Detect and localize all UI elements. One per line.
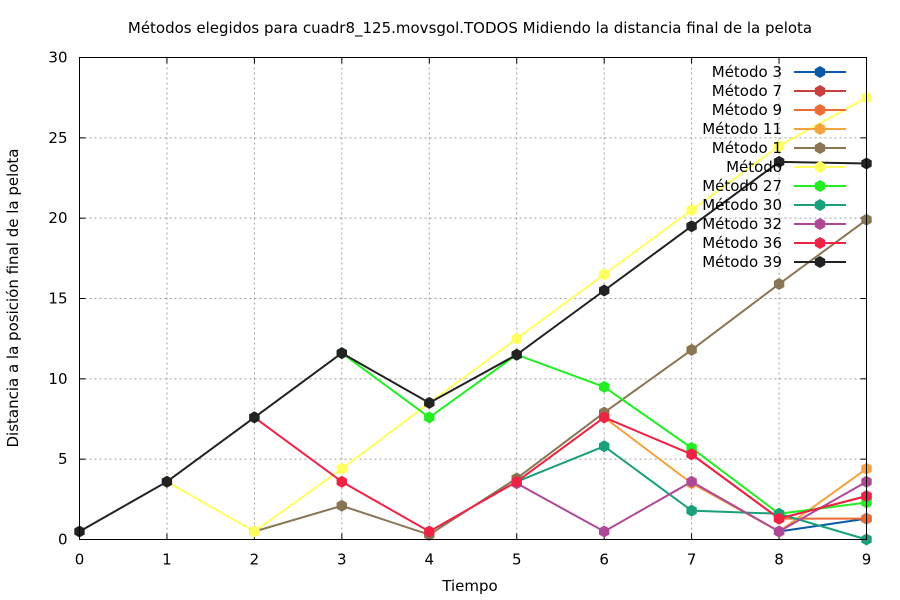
legend-marker-swatch [814, 104, 826, 116]
y-tick-label: 10 [48, 370, 67, 388]
data-point [424, 396, 435, 409]
series-line [79, 160, 867, 533]
y-tick-label: 15 [48, 290, 67, 308]
x-tick-label: 6 [599, 551, 609, 569]
legend-label: Método 32 [702, 215, 782, 233]
legend-label: Método 39 [702, 253, 782, 271]
data-point [599, 440, 610, 453]
legend-marker-swatch [814, 66, 826, 78]
plot-frame [79, 57, 867, 540]
x-tick-label: 8 [774, 551, 784, 569]
data-point [773, 525, 785, 538]
data-point [336, 347, 347, 360]
y-tick-label: 20 [48, 209, 67, 227]
data-point [424, 525, 435, 538]
data-points [74, 91, 872, 546]
y-tick-label: 0 [58, 531, 68, 549]
series-line [778, 517, 867, 533]
series-line [253, 416, 867, 533]
data-point [686, 504, 697, 517]
data-point [686, 475, 697, 488]
data-point [336, 499, 347, 512]
legend-label: Método 3 [712, 63, 782, 81]
legend-marker-swatch [814, 161, 826, 173]
data-point [686, 448, 697, 461]
data-point [336, 462, 347, 475]
x-tick-label: 0 [75, 551, 85, 569]
data-point [424, 411, 435, 424]
data-point [599, 380, 610, 393]
legend-marker-swatch [814, 85, 826, 97]
data-point [599, 411, 610, 424]
data-point [511, 475, 522, 488]
legend-marker-swatch [814, 142, 826, 154]
x-tick-label: 4 [425, 551, 435, 569]
x-tick-label: 5 [512, 551, 522, 569]
y-tick-label: 30 [48, 49, 67, 67]
data-point [599, 525, 610, 538]
legend-marker-swatch [814, 123, 826, 135]
y-axis-label: Distancia a la posición final de la pelo… [4, 148, 22, 447]
x-tick-label: 9 [862, 551, 872, 569]
legend-label: Método 27 [702, 177, 782, 195]
legend-marker-swatch [814, 256, 826, 268]
legend-label: Método 11 [702, 120, 782, 138]
x-tick-label: 2 [250, 551, 260, 569]
series-line [254, 218, 868, 536]
legend-label: Método 30 [702, 196, 782, 214]
data-point [249, 411, 260, 424]
data-point [511, 348, 522, 361]
data-point [686, 220, 697, 233]
data-point [249, 525, 260, 538]
legend-label: Método 1 [712, 139, 782, 157]
chart-title: Métodos elegidos para cuadr8_125.movsgol… [128, 19, 812, 38]
x-tick-label: 7 [687, 551, 697, 569]
x-axis-label: Tiempo [441, 577, 497, 595]
data-point [686, 204, 697, 217]
data-point [599, 284, 610, 297]
data-point [686, 343, 697, 356]
data-point [511, 332, 522, 345]
data-point [773, 512, 785, 525]
data-point [161, 475, 173, 488]
legend-label: Método 7 [712, 82, 782, 100]
y-tick-label: 25 [48, 129, 67, 147]
legend-label: Método 9 [712, 101, 782, 119]
legend-label: Método [726, 158, 782, 176]
legend-marker-swatch [814, 218, 826, 230]
legend-marker-swatch [814, 237, 826, 249]
x-tick-label: 1 [162, 551, 172, 569]
data-point [336, 475, 347, 488]
data-point [773, 155, 785, 168]
data-point [773, 278, 785, 290]
y-tick-label: 5 [58, 450, 68, 468]
legend-marker-swatch [814, 180, 826, 192]
data-point [773, 139, 785, 152]
legend-marker-swatch [814, 199, 826, 211]
axis-ticks: 0 5 10 15 20 25 30 0 1 2 3 4 5 6 7 8 9 [48, 49, 871, 569]
x-tick-label: 3 [337, 551, 347, 569]
data-point [599, 268, 610, 281]
legend-label: Método 36 [702, 234, 782, 252]
